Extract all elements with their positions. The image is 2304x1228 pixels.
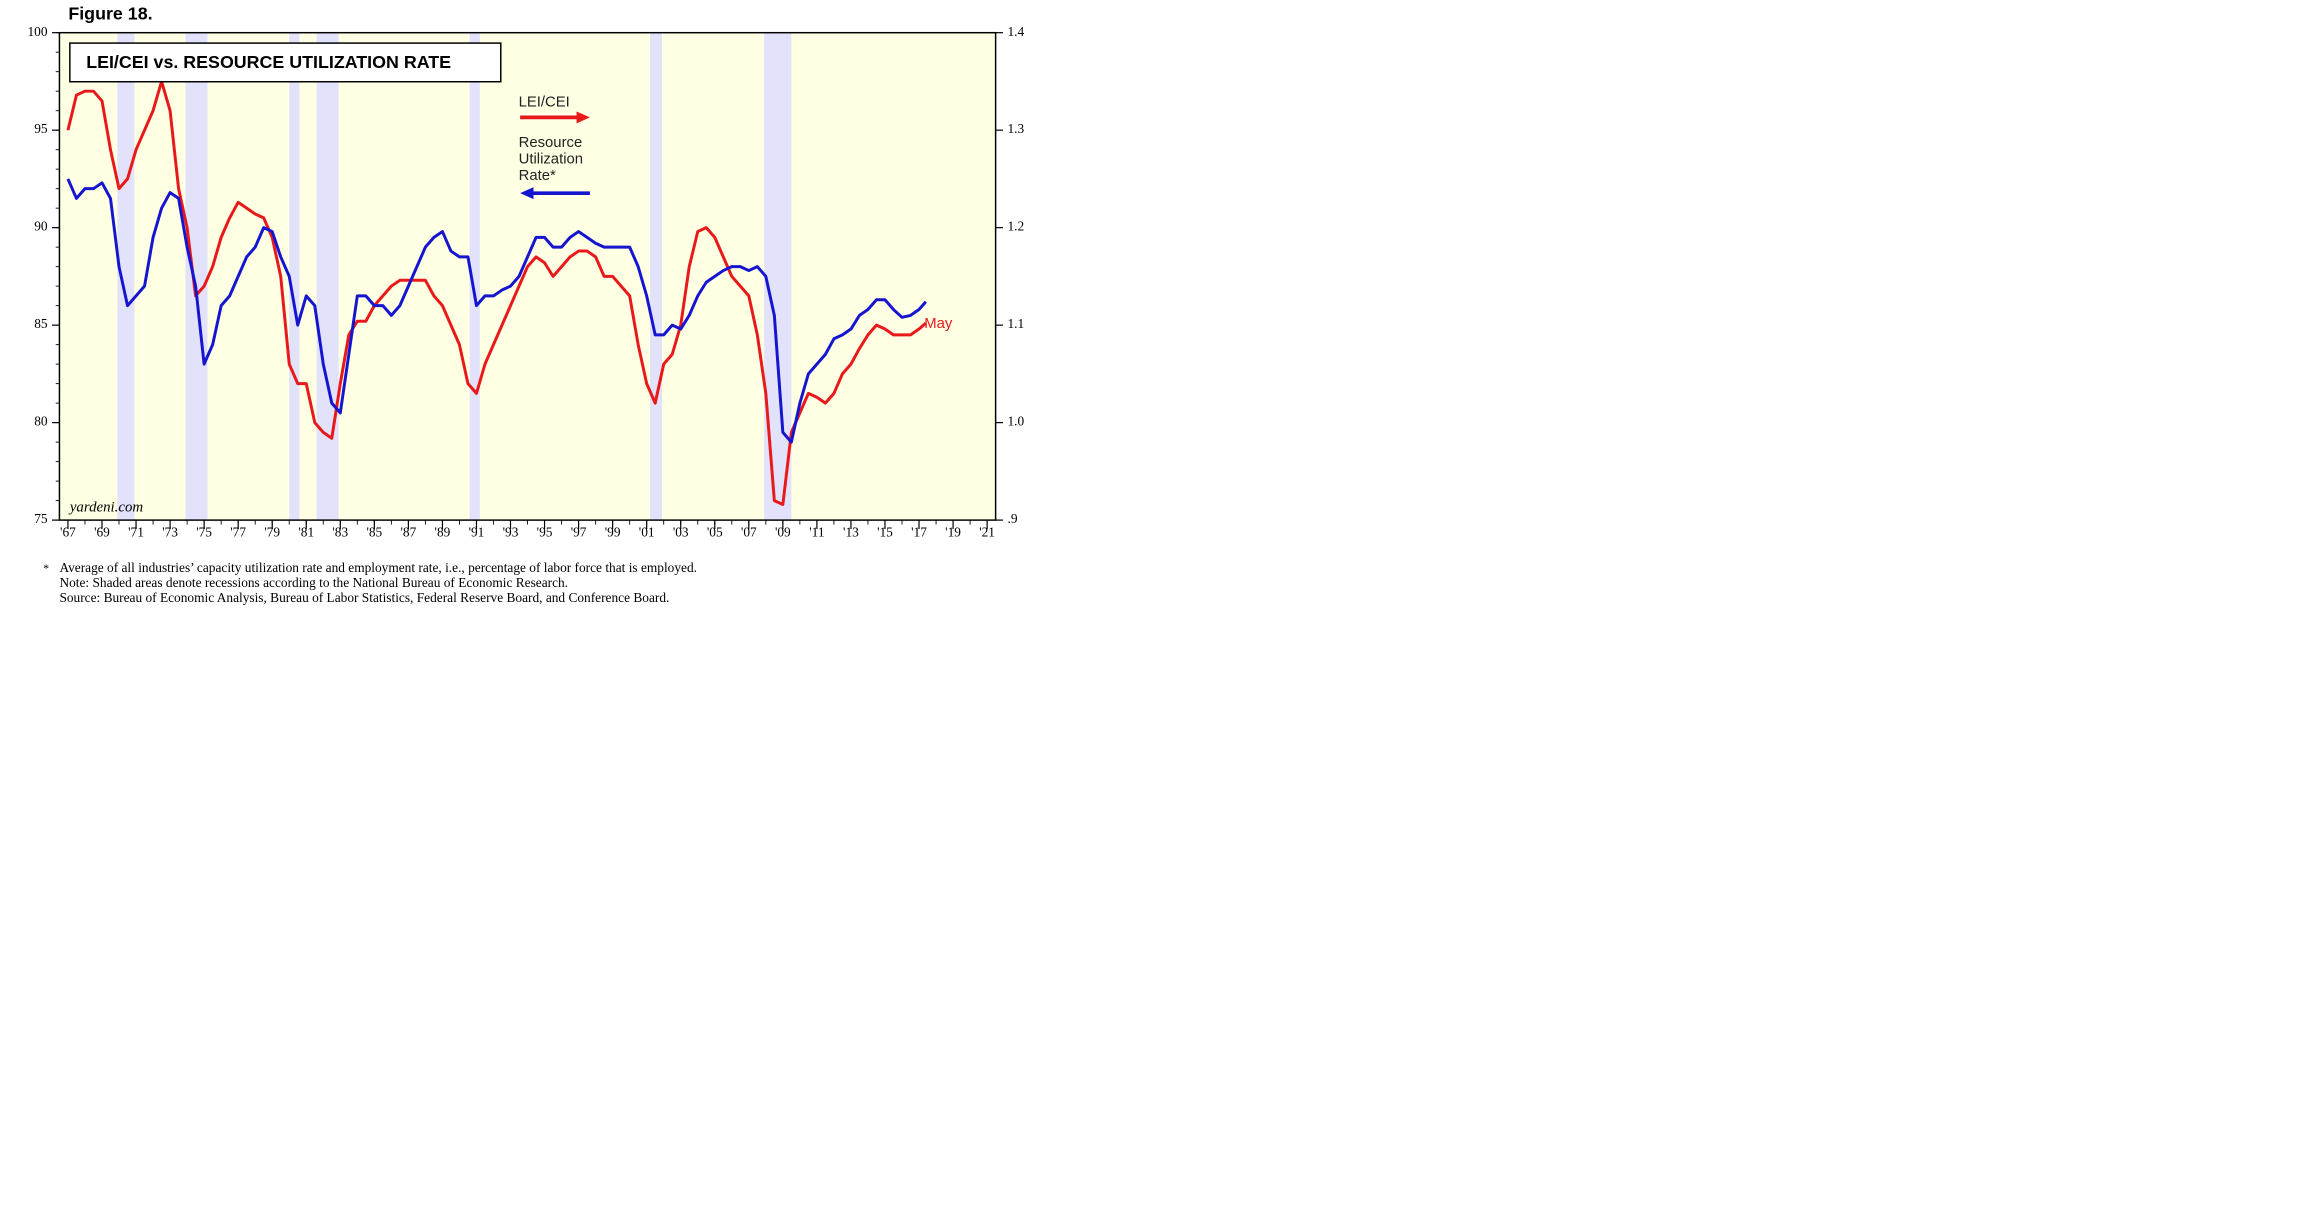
x-tick-label: '19: [945, 525, 961, 540]
figure-label: Figure 18.: [68, 4, 152, 24]
y-tick-label: 95: [34, 121, 48, 136]
legend-arrow: [520, 187, 534, 200]
x-tick-label: '97: [571, 525, 587, 540]
source-label: yardeni.com: [68, 500, 144, 516]
x-tick-label: '69: [94, 525, 110, 540]
recession-band: [289, 32, 300, 521]
x-tick-label: '03: [673, 525, 689, 540]
series-line: [66, 79, 927, 506]
x-tick-label: '05: [707, 525, 723, 540]
x-tick-label: '93: [503, 525, 519, 540]
y-tick-label: 100: [28, 24, 48, 39]
y2-tick-label: 1.2: [1008, 219, 1025, 234]
x-tick-label: '89: [435, 525, 451, 540]
legend-label: LEI/CEI: [519, 94, 570, 110]
footnote: Average of all industries’ capacity util…: [59, 560, 697, 575]
y-tick-label: 80: [34, 414, 48, 429]
x-tick-label: '91: [469, 525, 485, 540]
chart-title: LEI/CEI vs. RESOURCE UTILIZATION RATE: [86, 52, 451, 72]
footnote: Source: Bureau of Economic Analysis, Bur…: [59, 590, 669, 605]
x-tick-label: '15: [877, 525, 893, 540]
x-tick-label: '13: [843, 525, 859, 540]
x-tick-label: '87: [400, 525, 416, 540]
series-line: [66, 178, 927, 444]
x-tick-label: '95: [537, 525, 553, 540]
x-tick-label: '01: [639, 525, 655, 540]
x-tick-label: '17: [911, 525, 927, 540]
x-tick-label: '71: [128, 525, 144, 540]
recession-band: [117, 32, 135, 521]
x-tick-label: '73: [162, 525, 178, 540]
recession-band: [764, 32, 792, 521]
x-tick-label: '99: [605, 525, 621, 540]
footnote-marker: *: [43, 561, 49, 575]
x-tick-label: '07: [741, 525, 757, 540]
recession-band: [650, 32, 662, 521]
y-tick-label: 85: [34, 316, 48, 331]
x-tick-label: '79: [264, 525, 280, 540]
recession-band: [316, 32, 339, 521]
x-tick-label: '85: [366, 525, 382, 540]
plot-background: [59, 32, 996, 521]
recession-band: [469, 32, 480, 521]
y-tick-label: 90: [34, 219, 48, 234]
annotation: May: [924, 316, 953, 332]
y2-tick-label: .9: [1008, 511, 1018, 526]
x-tick-label: '77: [230, 525, 246, 540]
legend-label: Resource Utilization Rate*: [518, 135, 584, 185]
y2-tick-label: 1.0: [1008, 414, 1025, 429]
y-tick-label: 75: [34, 511, 48, 526]
x-tick-label: '09: [775, 525, 791, 540]
legend-arrow: [576, 111, 590, 124]
x-tick-label: '75: [196, 525, 212, 540]
footnote: Note: Shaded areas denote recessions acc…: [59, 575, 568, 590]
y2-tick-label: 1.1: [1008, 316, 1025, 331]
legend-box: Resource Utilization Rate*: [518, 135, 584, 185]
x-tick-label: '83: [332, 525, 348, 540]
x-tick-label: '11: [809, 525, 824, 540]
title-box: [69, 42, 502, 83]
x-tick-label: '21: [979, 525, 995, 540]
x-tick-label: '67: [60, 525, 76, 540]
y2-tick-label: 1.3: [1008, 121, 1025, 136]
y2-tick-label: 1.4: [1008, 24, 1025, 39]
recession-band: [185, 32, 208, 521]
x-tick-label: '81: [298, 525, 314, 540]
